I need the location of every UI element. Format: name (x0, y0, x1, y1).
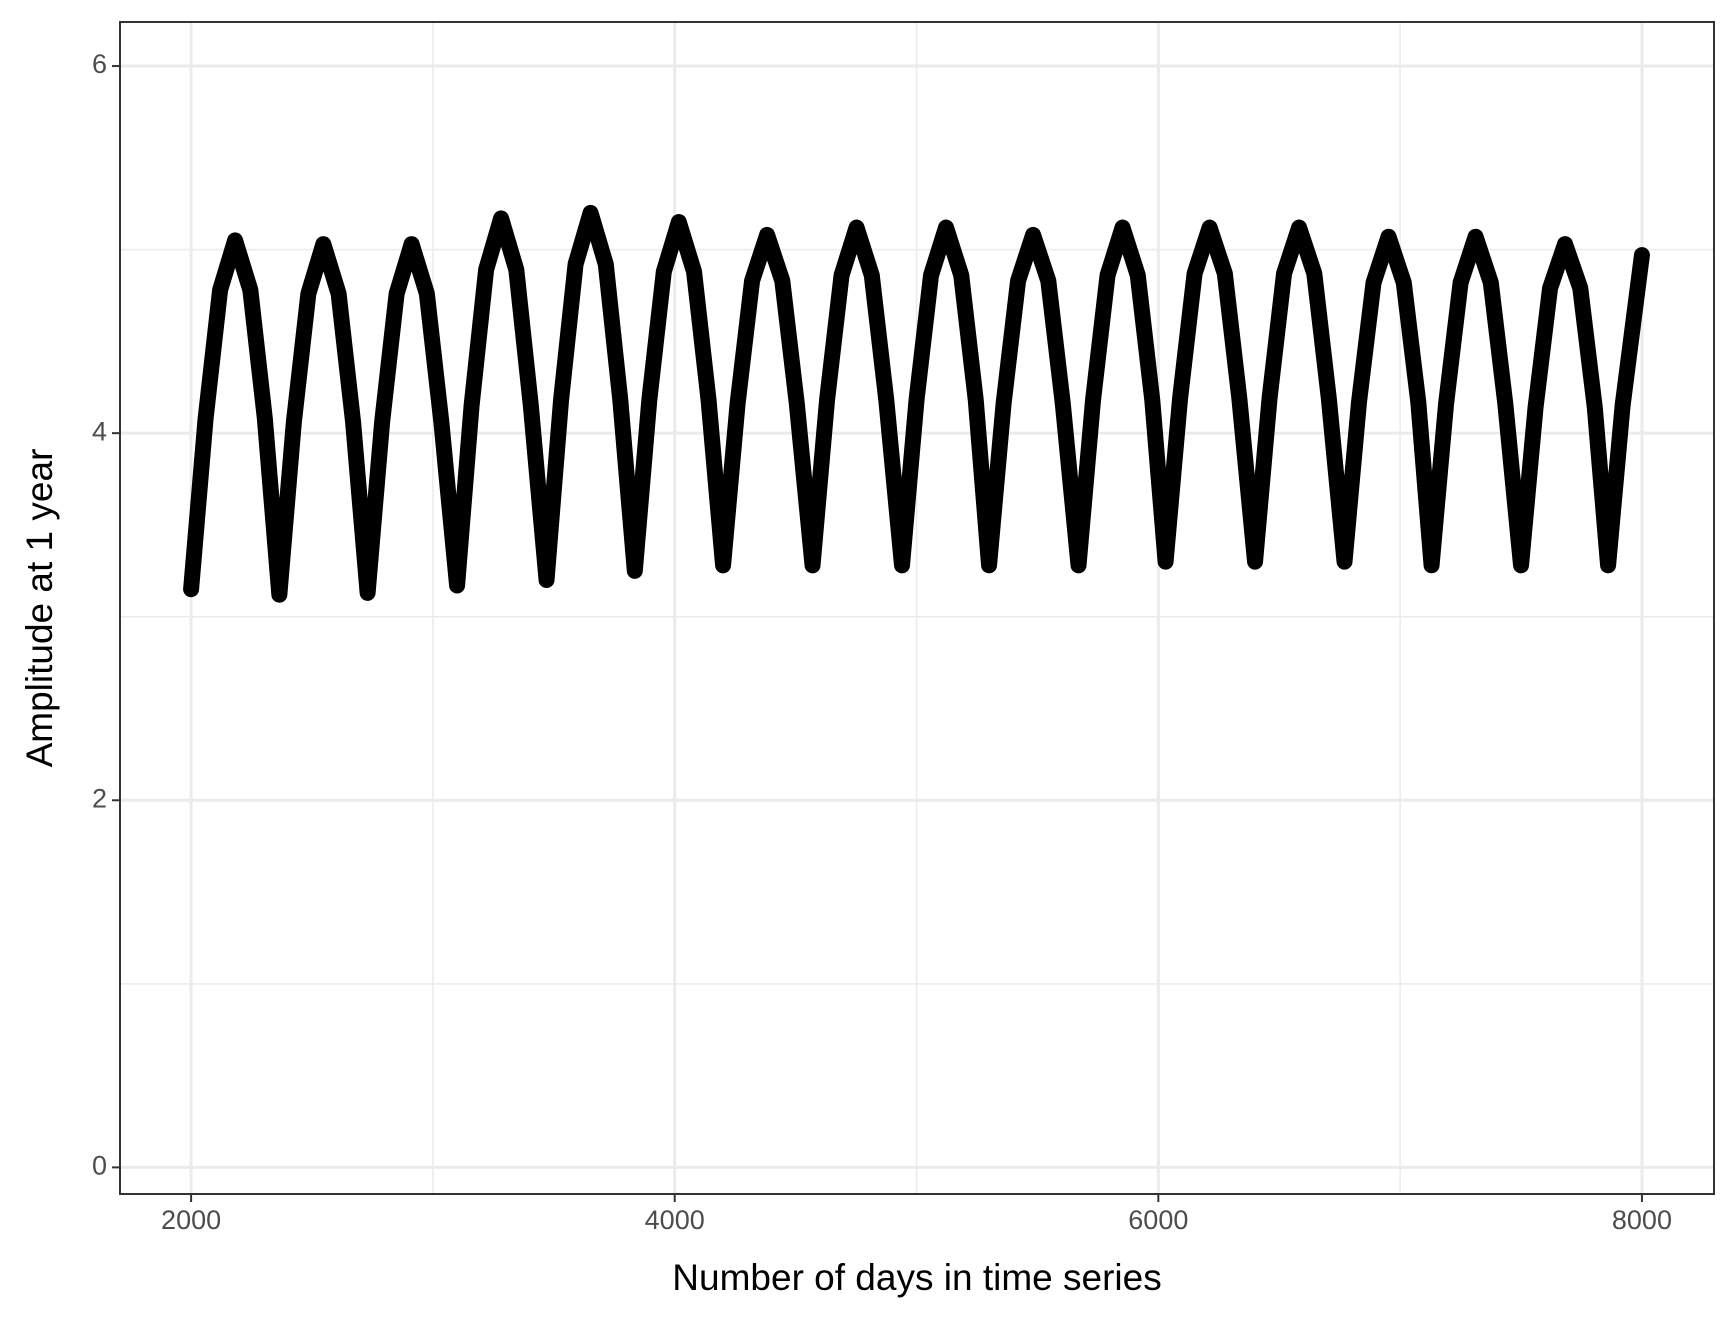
x-tick-label: 4000 (645, 1205, 705, 1235)
plot-border (119, 21, 1715, 1195)
data-line (183, 204, 1650, 603)
x-tick-label: 8000 (1612, 1205, 1672, 1235)
y-tick-label: 2 (92, 783, 107, 813)
y-tick-label: 0 (92, 1151, 107, 1181)
y-axis-title: Amplitude at 1 year (19, 449, 60, 768)
x-axis-title: Number of days in time series (672, 1257, 1161, 1298)
y-tick-label: 4 (92, 416, 107, 446)
x-tick-label: 2000 (161, 1205, 221, 1235)
y-tick-label: 6 (92, 49, 107, 79)
x-tick-label: 6000 (1128, 1205, 1188, 1235)
